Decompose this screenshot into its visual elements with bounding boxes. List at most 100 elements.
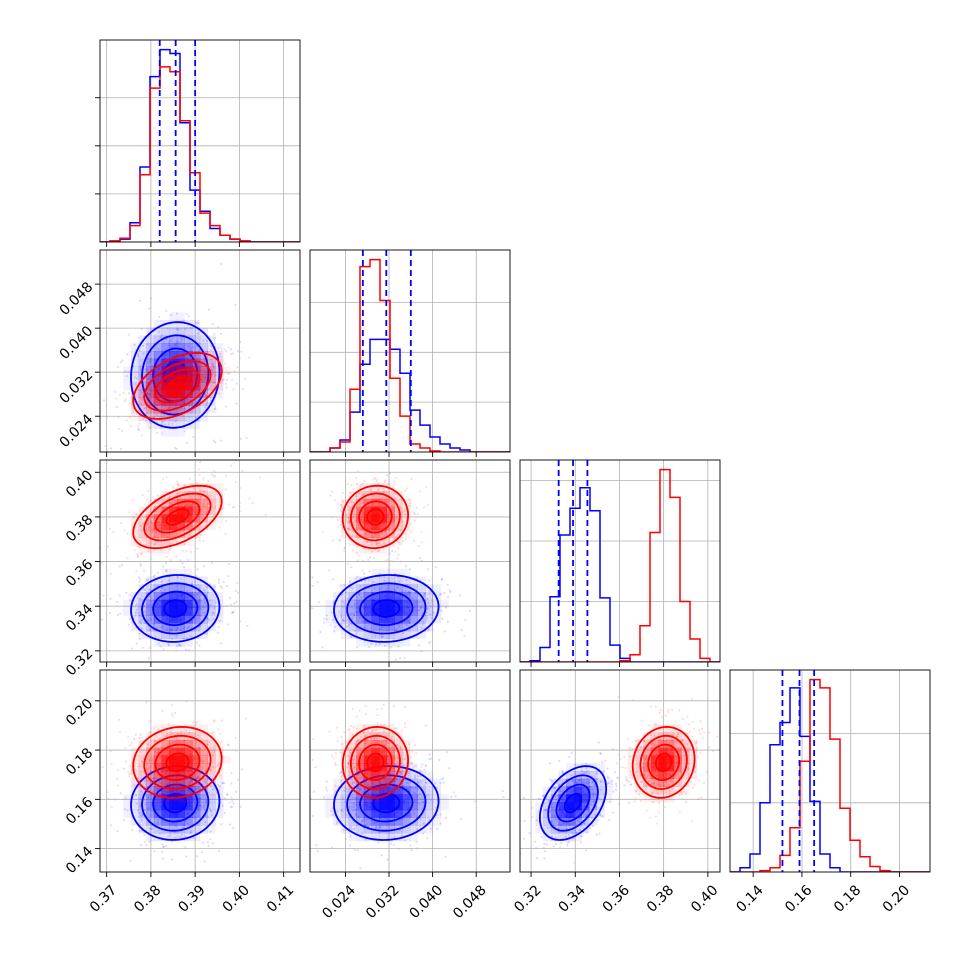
density-cell bbox=[146, 615, 155, 624]
scatter-point bbox=[140, 760, 144, 763]
scatter-point bbox=[703, 731, 706, 734]
scatter-point bbox=[400, 772, 403, 775]
scatter-point bbox=[411, 786, 414, 790]
scatter-point bbox=[573, 832, 576, 836]
scatter-point bbox=[702, 781, 706, 785]
scatter-point bbox=[386, 473, 389, 477]
scatter-point bbox=[349, 751, 352, 755]
scatter-point bbox=[216, 783, 219, 786]
scatter-point bbox=[169, 834, 172, 837]
scatter-point bbox=[213, 507, 217, 510]
density-cell bbox=[153, 607, 162, 616]
scatter-point bbox=[340, 623, 343, 626]
scatter-point bbox=[668, 792, 671, 795]
density-cell bbox=[184, 771, 193, 780]
scatter-point bbox=[384, 530, 387, 533]
scatter-point bbox=[396, 540, 399, 543]
density-cell bbox=[176, 592, 185, 601]
scatter-point bbox=[415, 752, 418, 755]
scatter-point bbox=[201, 514, 204, 517]
scatter-point bbox=[386, 500, 390, 503]
scatter-point bbox=[330, 809, 333, 813]
scatter-point bbox=[361, 819, 365, 822]
scatter-point bbox=[446, 620, 449, 624]
scatter-point bbox=[199, 496, 202, 499]
scatter-point bbox=[425, 614, 428, 617]
scatter-point bbox=[147, 377, 150, 380]
density-cell bbox=[379, 592, 388, 601]
scatter-point bbox=[153, 776, 156, 780]
scatter-point bbox=[671, 734, 674, 737]
density-cell bbox=[200, 817, 208, 826]
scatter-point bbox=[408, 568, 412, 571]
density-cell bbox=[184, 778, 193, 787]
scatter-point bbox=[318, 601, 321, 604]
scatter-point bbox=[691, 819, 694, 822]
scatter-point bbox=[165, 844, 168, 848]
scatter-point bbox=[203, 360, 206, 363]
scatter-point bbox=[621, 766, 624, 769]
scatter-point bbox=[340, 775, 343, 778]
scatter-point bbox=[219, 381, 223, 385]
scatter-point bbox=[168, 742, 171, 746]
density-cell bbox=[356, 483, 365, 492]
scatter-point bbox=[143, 809, 146, 812]
scatter-point bbox=[643, 772, 646, 775]
scatter-point bbox=[139, 553, 142, 556]
scatter-point bbox=[229, 348, 233, 351]
scatter-point bbox=[192, 346, 195, 349]
scatter-point bbox=[635, 789, 638, 792]
density-cell bbox=[184, 778, 193, 787]
scatter-point bbox=[463, 634, 466, 638]
scatter-point bbox=[125, 375, 128, 378]
scatter-point bbox=[119, 447, 123, 450]
scatter-point bbox=[364, 713, 367, 716]
density-cell bbox=[184, 382, 193, 391]
scatter-point bbox=[394, 581, 397, 584]
scatter-point bbox=[182, 637, 185, 640]
scatter-point bbox=[337, 525, 340, 528]
scatter-point bbox=[404, 705, 407, 709]
scatter-point bbox=[397, 547, 400, 550]
scatter-point bbox=[187, 625, 191, 628]
scatter-point bbox=[208, 741, 211, 744]
scatter-point bbox=[700, 796, 703, 799]
scatter-point bbox=[195, 730, 198, 733]
density-cell bbox=[176, 389, 185, 398]
scatter-point bbox=[147, 361, 150, 364]
scatter-point bbox=[166, 732, 169, 736]
density-cell bbox=[184, 615, 193, 624]
scatter-point bbox=[189, 483, 192, 486]
density-cell bbox=[192, 397, 201, 406]
panel-3-2-grid bbox=[520, 670, 720, 872]
scatter-point bbox=[647, 780, 650, 783]
scatter-point bbox=[410, 756, 413, 759]
scatter-point bbox=[379, 826, 382, 829]
scatter-point bbox=[555, 818, 558, 821]
density-cell bbox=[410, 584, 418, 593]
scatter-point bbox=[384, 744, 387, 747]
scatter-point bbox=[384, 479, 387, 482]
density-cell bbox=[169, 755, 178, 764]
scatter-point bbox=[175, 741, 178, 744]
scatter-point bbox=[241, 469, 244, 472]
scatter-point bbox=[668, 790, 671, 793]
density-cell bbox=[138, 778, 147, 787]
density-cell bbox=[371, 623, 380, 632]
density-cell bbox=[146, 529, 155, 538]
density-cell bbox=[192, 771, 201, 780]
scatter-point bbox=[339, 751, 342, 754]
scatter-point bbox=[699, 720, 702, 723]
scatter-point bbox=[139, 733, 142, 736]
scatter-point bbox=[589, 788, 592, 791]
scatter-point bbox=[374, 477, 377, 480]
density-cell bbox=[200, 576, 208, 585]
scatter-point bbox=[626, 779, 629, 783]
density-cell bbox=[192, 389, 201, 398]
scatter-point bbox=[639, 746, 642, 749]
scatter-point bbox=[364, 823, 367, 827]
contour-line bbox=[333, 574, 440, 643]
scatter-point bbox=[379, 587, 382, 591]
density-cell bbox=[176, 771, 185, 780]
scatter-point bbox=[172, 486, 175, 489]
